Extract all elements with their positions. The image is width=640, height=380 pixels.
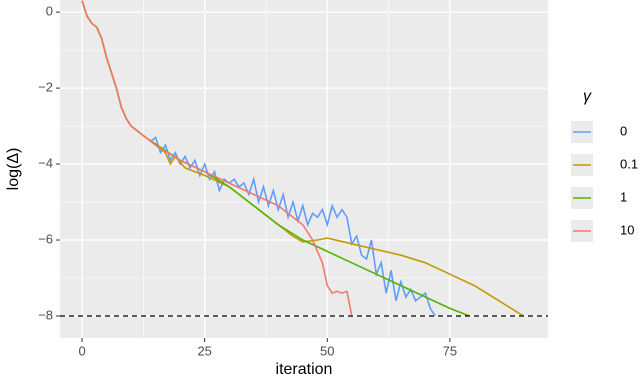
legend-label: 10	[620, 222, 634, 237]
y-axis-label: log(Δ)	[5, 148, 22, 191]
y-tick-label: −6	[38, 231, 53, 246]
x-tick-label: 50	[320, 343, 334, 358]
x-tick-label: 75	[443, 343, 457, 358]
y-tick-label: 0	[46, 4, 53, 19]
series-line	[81, 0, 353, 317]
panel-background	[60, 0, 548, 338]
x-tick-label: 25	[197, 343, 211, 358]
legend-title: γ	[583, 88, 592, 105]
plot-panel	[60, 0, 548, 338]
x-tick-label: 0	[78, 343, 85, 358]
legend-label: 1	[620, 189, 627, 204]
y-tick-label: −8	[38, 307, 53, 322]
x-axis-label: iteration	[276, 361, 333, 378]
legend-label: 0.1	[620, 156, 638, 171]
y-tick-label: −2	[38, 80, 53, 95]
legend-label: 0	[620, 123, 627, 138]
y-tick-label: −4	[38, 156, 53, 171]
